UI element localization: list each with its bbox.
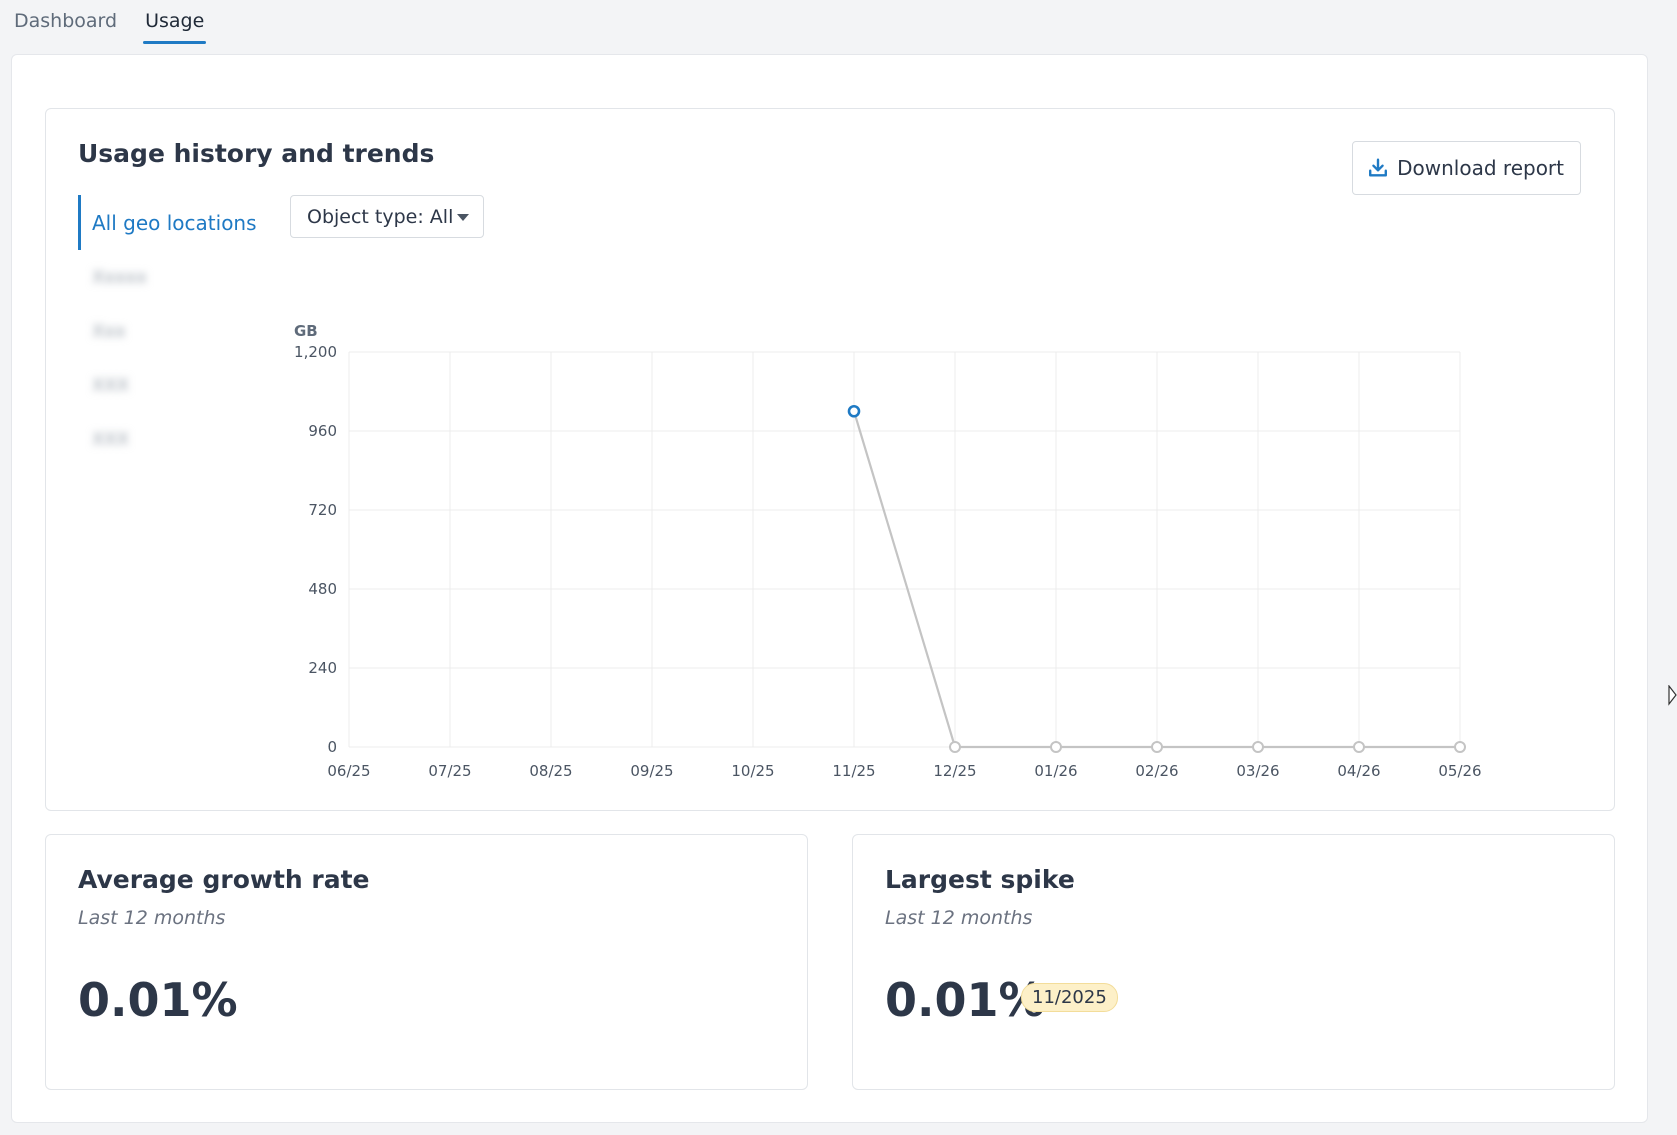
x-tick-label: 07/25 [428,762,471,780]
download-report-button[interactable]: Download report [1352,141,1581,195]
geo-item[interactable]: XXX [92,374,129,396]
y-tick-label: 1,200 [294,343,337,361]
y-axis-unit-label: GB [294,322,318,340]
largest-spike-subtitle: Last 12 months [885,907,1033,929]
object-type-dropdown[interactable]: Object type: All [290,195,484,238]
average-growth-card: Average growth rate Last 12 months 0.01% [45,834,808,1090]
x-tick-label: 12/25 [933,762,976,780]
usage-card-title: Usage history and trends [78,139,435,168]
x-tick-label: 01/26 [1034,762,1077,780]
geo-item[interactable]: Xxx [92,320,126,342]
x-tick-label: 06/25 [327,762,370,780]
geo-item[interactable]: Xxxxx [92,266,147,288]
x-tick-label: 04/26 [1337,762,1380,780]
y-tick-label: 0 [327,738,337,756]
usage-history-card: Usage history and trends Download report… [45,108,1615,811]
x-tick-label: 09/25 [630,762,673,780]
largest-spike-card: Largest spike Last 12 months 0.01% 11/20… [852,834,1615,1090]
data-point [1353,741,1365,753]
geo-item-all[interactable]: All geo locations [78,195,258,250]
data-point [1050,741,1062,753]
average-growth-value: 0.01% [78,973,238,1027]
geo-item[interactable]: XXX [92,428,129,450]
highlighted-data-point [847,404,861,418]
mouse-cursor-icon [1668,685,1677,706]
data-point [1252,741,1264,753]
x-tick-label: 03/26 [1236,762,1279,780]
average-growth-title: Average growth rate [78,865,370,894]
data-point [1151,741,1163,753]
y-tick-label: 720 [308,501,337,519]
x-tick-label: 10/25 [731,762,774,780]
geo-location-list: All geo locations Xxxxx Xxx XXX XXX [78,195,258,466]
caret-down-icon [457,214,469,221]
download-icon [1369,158,1388,177]
usage-line-chart: GB 0 240 480 720 960 1,200 06/25 07/25 08/25 09/25… [294,322,1482,780]
object-type-label: Object type: All [307,205,454,228]
y-tick-label: 960 [308,422,337,440]
spike-date-badge: 11/2025 [1021,983,1118,1012]
tab-dashboard[interactable]: Dashboard [14,10,118,32]
largest-spike-title: Largest spike [885,865,1075,894]
tab-usage[interactable]: Usage [143,0,207,44]
data-point [949,741,961,753]
y-tick-label: 240 [308,659,337,677]
y-tick-label: 480 [308,580,337,598]
tab-bar: Dashboard Usage [14,0,207,46]
x-tick-label: 02/26 [1135,762,1178,780]
usage-panel: Usage history and trends Download report… [11,54,1648,1123]
average-growth-subtitle: Last 12 months [78,907,226,929]
data-point [1454,741,1466,753]
largest-spike-value: 0.01% [885,973,1045,1027]
x-tick-label: 05/26 [1438,762,1481,780]
x-tick-label: 08/25 [529,762,572,780]
x-tick-label: 11/25 [832,762,875,780]
download-report-label: Download report [1397,156,1564,180]
